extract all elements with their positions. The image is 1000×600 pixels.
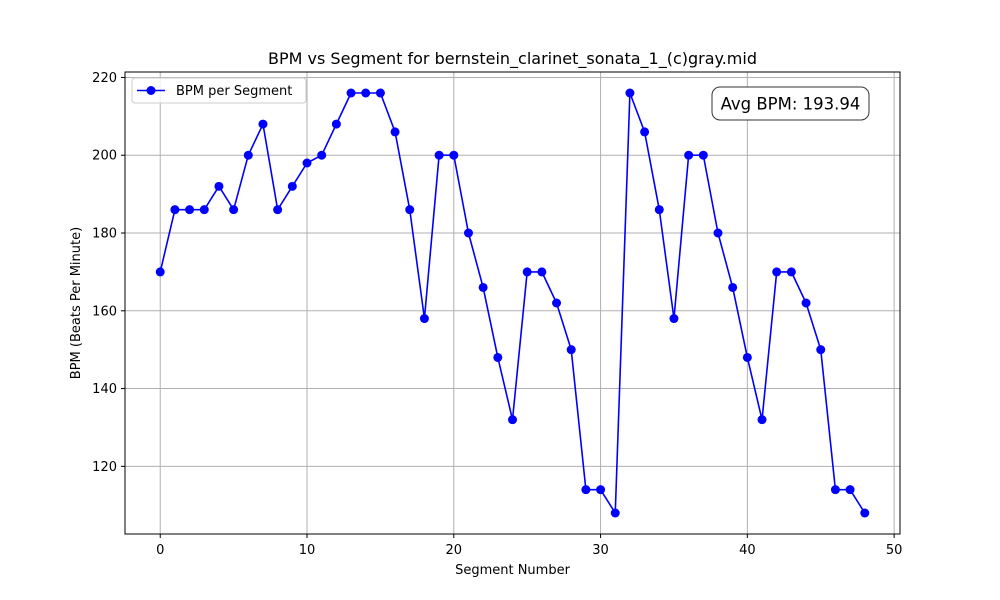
data-point [258, 119, 268, 129]
data-point [845, 485, 855, 495]
data-point [463, 228, 473, 238]
data-point [478, 282, 488, 292]
y-tick-label: 200 [92, 149, 117, 164]
data-point [640, 127, 650, 137]
average-annotation: Avg BPM: 193.94 [711, 86, 870, 121]
data-point [757, 415, 767, 425]
data-point [742, 352, 752, 362]
grid-layer [125, 72, 900, 534]
data-point [361, 88, 371, 98]
data-point [199, 205, 209, 215]
data-point [390, 127, 400, 137]
x-tick-label: 10 [299, 543, 316, 558]
legend: BPM per Segment [131, 77, 307, 104]
data-point [170, 205, 180, 215]
data-point [537, 267, 547, 277]
y-axis-title: BPM (Beats Per Minute) [69, 227, 84, 379]
x-tick-label: 0 [156, 543, 164, 558]
legend-label: BPM per Segment [176, 84, 292, 99]
legend-box [131, 77, 307, 104]
data-point [581, 485, 591, 495]
x-tick-label: 50 [886, 543, 903, 558]
data-point [654, 205, 664, 215]
series-layer [155, 88, 870, 518]
y-tick-label: 180 [92, 227, 117, 242]
y-axis-ticks: 120 140 160 180 200 220 [92, 71, 125, 475]
data-point [375, 88, 385, 98]
legend-marker-swatch [146, 86, 156, 95]
data-point [625, 88, 635, 98]
data-point [772, 267, 782, 277]
data-point [243, 150, 253, 160]
data-point [522, 267, 532, 277]
data-point [185, 205, 195, 215]
x-tick-label: 40 [739, 543, 756, 558]
data-point [155, 267, 165, 277]
data-point [816, 345, 826, 355]
data-point [405, 205, 415, 215]
data-point [566, 345, 576, 355]
data-point [229, 205, 239, 215]
average-annotation-text: Avg BPM: 193.94 [721, 95, 861, 114]
data-point [698, 150, 708, 160]
data-point [214, 181, 224, 191]
y-tick-label: 220 [92, 71, 117, 86]
plot-frame [124, 71, 901, 535]
data-point [508, 415, 517, 425]
data-point [302, 158, 312, 168]
x-axis-title: Segment Number [455, 563, 571, 578]
average-annotation-box [711, 86, 870, 121]
data-point [713, 228, 723, 238]
data-point [830, 485, 840, 495]
data-point [786, 267, 796, 277]
data-point [346, 88, 356, 98]
data-point [434, 150, 444, 160]
data-point [331, 119, 341, 129]
data-point [493, 352, 503, 362]
chart-title: BPM vs Segment for bernstein_clarinet_so… [268, 49, 757, 69]
data-point [596, 485, 606, 495]
y-tick-label: 120 [92, 460, 117, 475]
x-tick-label: 30 [592, 543, 609, 558]
data-point [317, 150, 327, 160]
y-tick-label: 140 [92, 382, 117, 397]
x-tick-label: 20 [446, 543, 463, 558]
data-point [610, 508, 620, 518]
data-point [552, 298, 562, 308]
data-point [419, 314, 429, 324]
data-point [287, 181, 297, 191]
y-tick-label: 160 [92, 304, 117, 319]
data-point [669, 314, 679, 324]
data-point [449, 150, 459, 160]
x-axis-ticks: 0 10 20 30 40 50 [156, 534, 902, 558]
data-point [728, 282, 738, 292]
data-point [801, 298, 811, 308]
data-point [860, 508, 870, 518]
data-point [684, 150, 694, 160]
data-point [273, 205, 283, 215]
